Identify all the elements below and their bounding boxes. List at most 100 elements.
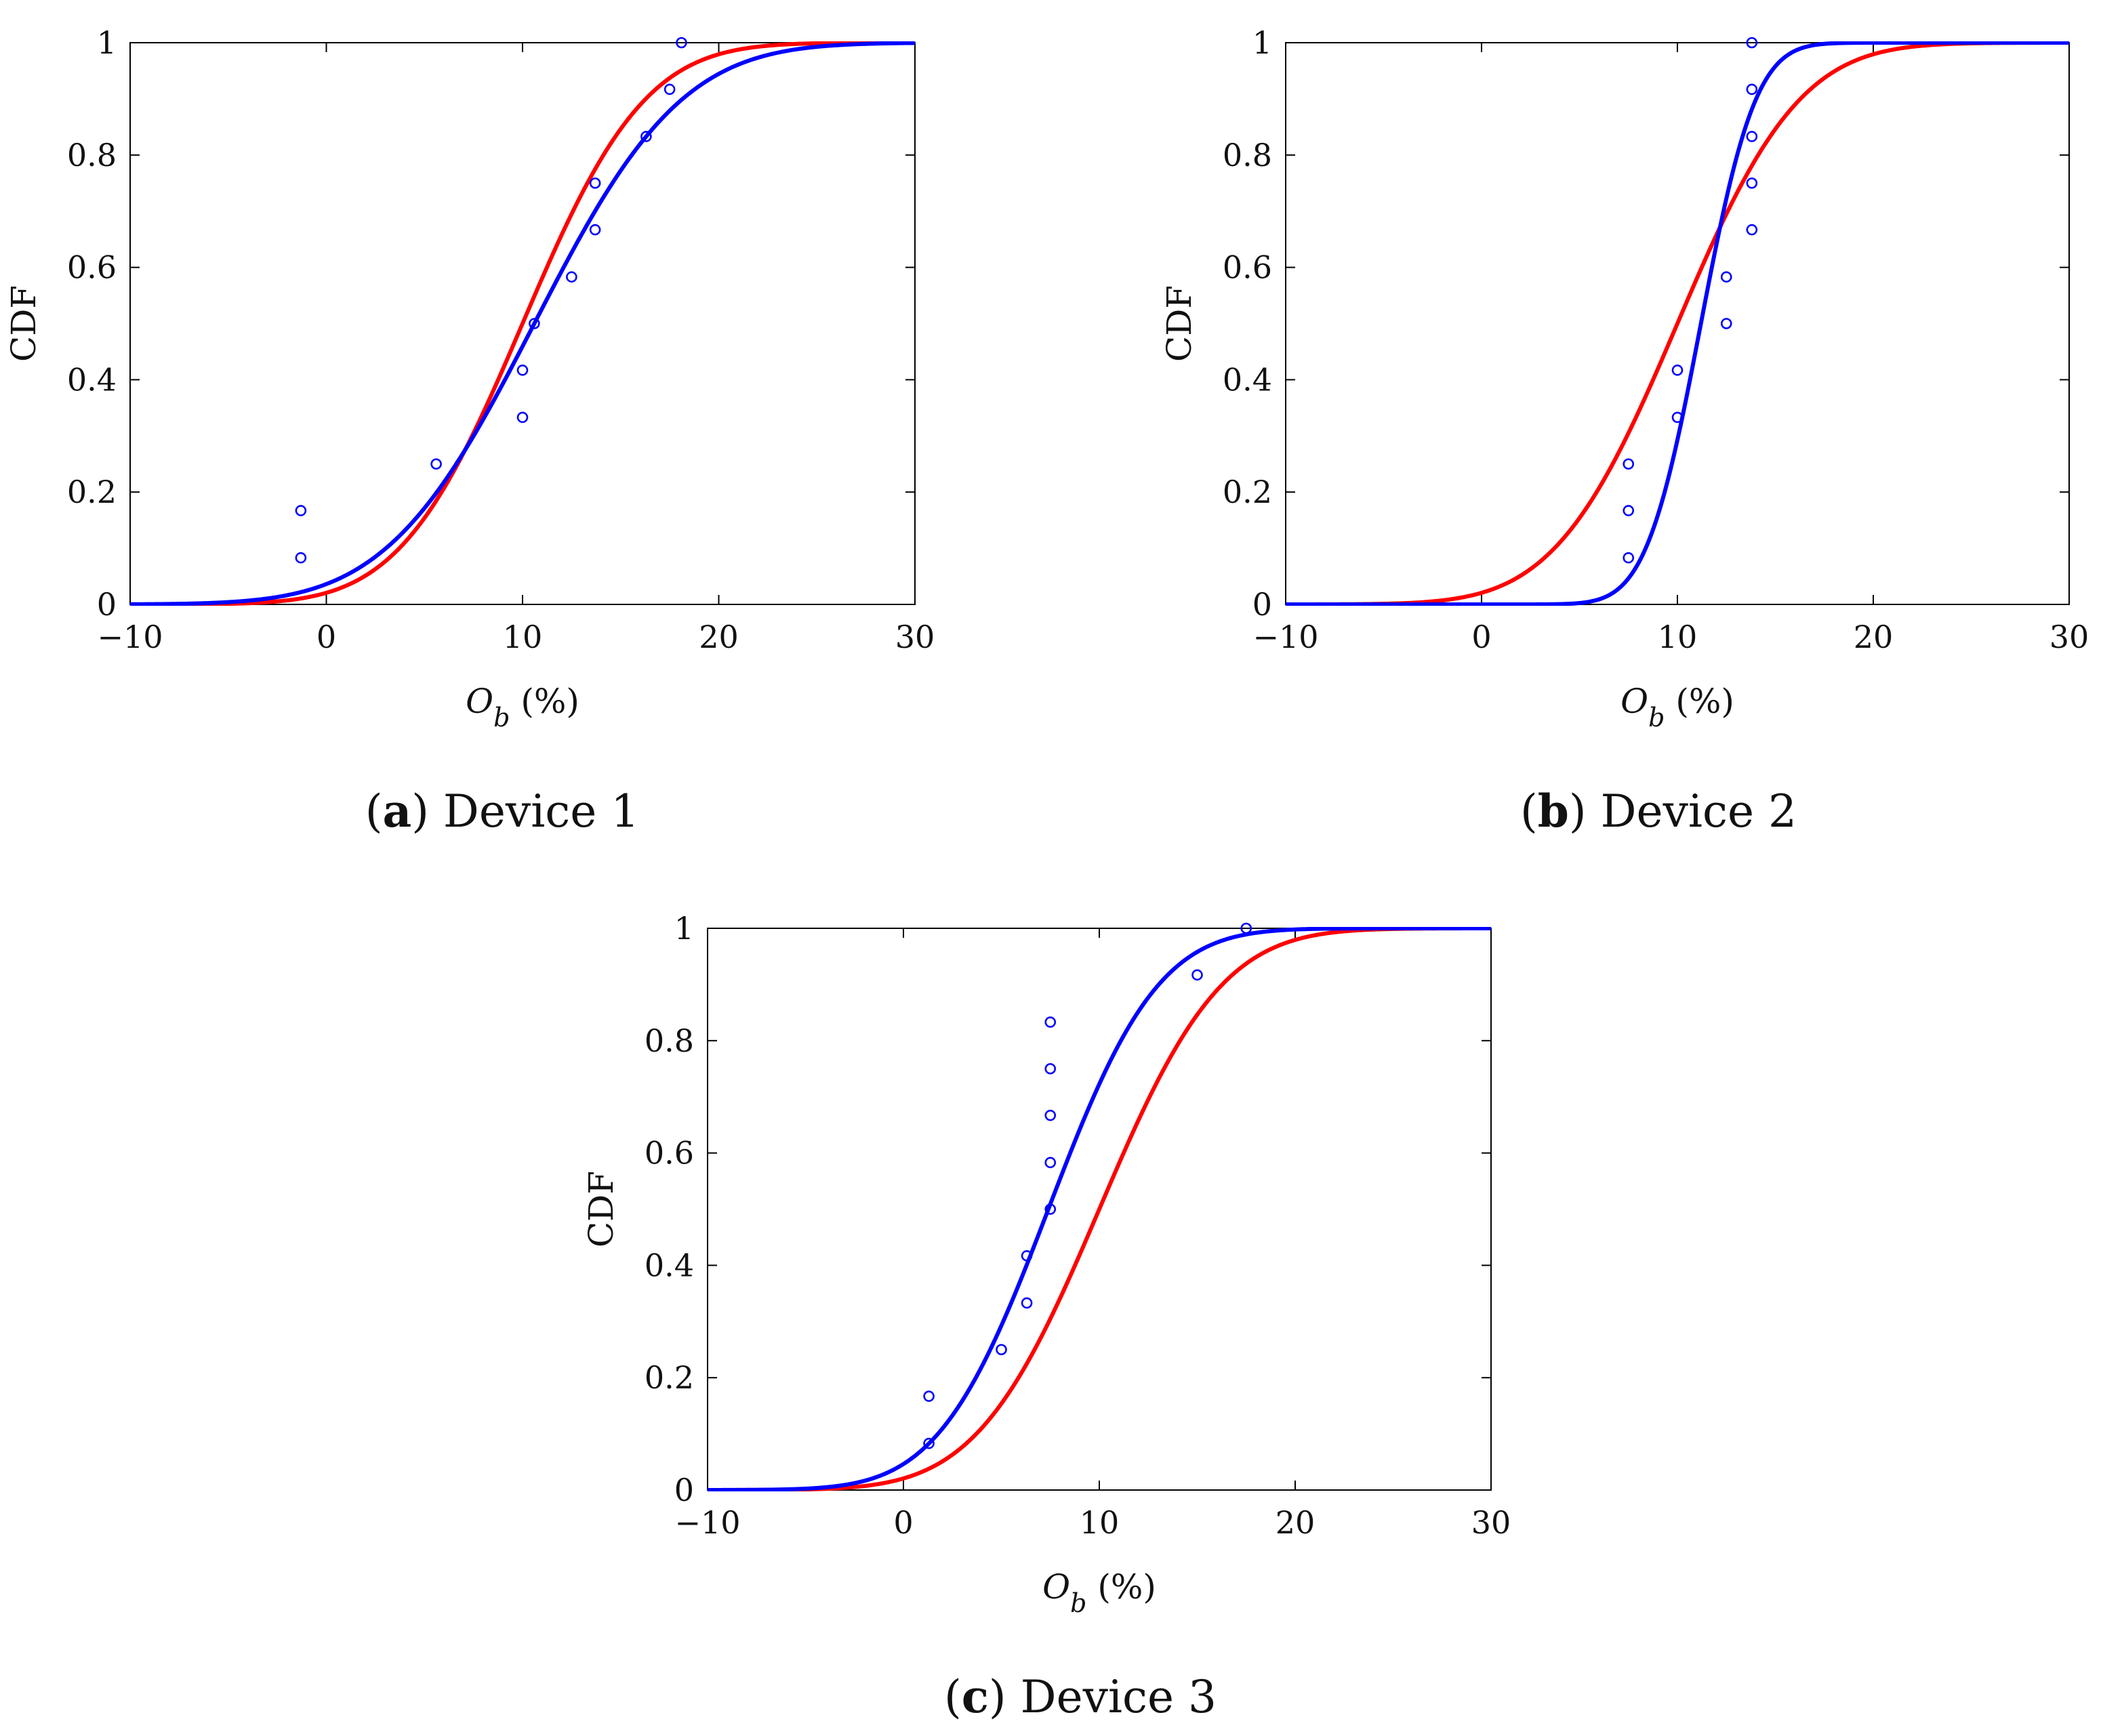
empirical-marker (589, 177, 601, 189)
empirical-marker (566, 271, 577, 283)
reference-cdf-curve (130, 41, 915, 606)
empirical-marker (589, 224, 601, 236)
empirical-marker (1671, 365, 1684, 376)
x-tick-label: 10 (1080, 1504, 1120, 1541)
x-tick-label: 10 (503, 619, 543, 655)
curves-group (130, 41, 915, 606)
y-tick-label: 1 (97, 24, 117, 61)
empirical-marker (295, 552, 307, 564)
x-tick-label: 30 (895, 619, 935, 655)
empirical-marker (1044, 1157, 1057, 1168)
empirical-marker (1746, 37, 1758, 49)
x-tick-label: 10 (1658, 619, 1698, 655)
x-axis-label-variable: O (1042, 1567, 1070, 1607)
empirical-marker (1746, 83, 1758, 96)
x-axis-label-subscript: b (493, 703, 510, 732)
empirical-marker (1623, 505, 1635, 516)
empirical-marker (1191, 969, 1203, 981)
empirical-marker (430, 458, 442, 470)
panel-caption: (c) Device 3 (944, 1670, 1217, 1723)
y-tick-label: 0 (1252, 586, 1272, 623)
empirical-marker (529, 318, 540, 329)
y-tick-label: 0.8 (67, 137, 117, 173)
x-tick-label: 20 (1854, 619, 1894, 655)
x-axis-label-variable: O (466, 682, 493, 721)
caption-open-paren: ( (365, 785, 383, 838)
caption-letter: a (382, 785, 411, 838)
panel-caption: (b) Device 2 (1520, 785, 1797, 838)
x-axis-label-unit: (%) (1665, 682, 1734, 721)
x-tick-label: 20 (1276, 1504, 1315, 1541)
fit-cdf-curve (1286, 41, 2069, 606)
empirical-marker (1671, 411, 1684, 423)
y-tick-label: 0.8 (645, 1022, 694, 1059)
y-tick-label: 1 (1252, 24, 1272, 61)
y-tick-label: 0.2 (67, 474, 117, 510)
y-tick-label: 0.6 (67, 249, 117, 286)
empirical-marker (1623, 552, 1635, 564)
empirical-marker (1021, 1297, 1033, 1309)
y-axis-label: CDF (1160, 285, 1199, 362)
caption-letter: b (1538, 785, 1569, 838)
y-tick-label: 0.8 (1223, 137, 1272, 173)
x-tick-label: −10 (674, 1504, 740, 1541)
y-tick-label: 0.4 (67, 361, 117, 398)
caption-close-paren: ) (1569, 785, 1587, 838)
empirical-marker (1044, 1062, 1057, 1075)
x-axis-label-unit: (%) (510, 682, 579, 721)
x-axis-label-subscript: b (1648, 703, 1665, 732)
x-axis-label-subscript: b (1070, 1588, 1086, 1618)
y-tick-label: 0.2 (1223, 474, 1272, 510)
y-tick-label: 0.6 (645, 1135, 694, 1172)
empirical-marker (664, 83, 676, 96)
empirical-marker (1021, 1250, 1033, 1262)
caption-text: Device 2 (1587, 785, 1797, 838)
empirical-marker (1720, 271, 1732, 283)
y-axis-label: CDF (4, 285, 43, 362)
x-tick-label: 0 (317, 619, 336, 655)
x-tick-label: 0 (893, 1504, 913, 1541)
reference-cdf-curve (708, 927, 1491, 1491)
caption-close-paren: ) (411, 785, 429, 838)
y-tick-label: 0.4 (1223, 361, 1272, 398)
empirical-marker (1044, 1203, 1057, 1215)
caption-text: Device 1 (429, 785, 639, 838)
empirical-marker (1746, 131, 1758, 142)
caption-open-paren: ( (1520, 785, 1538, 838)
caption-close-paren: ) (989, 1671, 1006, 1723)
x-tick-label: −10 (97, 619, 163, 655)
caption-letter: c (962, 1670, 989, 1723)
y-tick-label: 0 (674, 1472, 694, 1508)
x-axis-label-variable: O (1620, 682, 1648, 721)
caption-open-paren: ( (944, 1671, 962, 1723)
fit-cdf-curve (708, 927, 1491, 1491)
x-axis-label: Ob (%) (1620, 682, 1734, 732)
y-tick-label: 0.6 (1223, 249, 1272, 286)
empirical-marker (1044, 1109, 1057, 1121)
curves-group (708, 927, 1491, 1491)
empirical-marker (1044, 1016, 1057, 1028)
x-tick-label: 30 (1471, 1504, 1511, 1541)
empirical-marker (516, 365, 529, 376)
empirical-marker (1746, 224, 1758, 236)
empirical-marker (923, 1437, 935, 1449)
y-tick-label: 0 (97, 586, 117, 623)
empirical-marker (516, 411, 529, 423)
reference-cdf-curve (1286, 41, 2069, 606)
empirical-marker (295, 505, 307, 516)
panel-caption: (a) Device 1 (365, 785, 640, 838)
fit-cdf-curve (130, 41, 915, 606)
x-axis-label: Ob (%) (1042, 1567, 1156, 1618)
empirical-marker (676, 37, 687, 49)
x-tick-label: 30 (2049, 619, 2089, 655)
curves-group (1286, 41, 2069, 606)
empirical-marker (1240, 922, 1252, 934)
empirical-marker (923, 1390, 935, 1402)
empirical-marker (996, 1344, 1007, 1356)
x-tick-label: 20 (699, 619, 739, 655)
y-axis-label: CDF (582, 1171, 621, 1247)
x-axis-label: Ob (%) (466, 682, 579, 732)
